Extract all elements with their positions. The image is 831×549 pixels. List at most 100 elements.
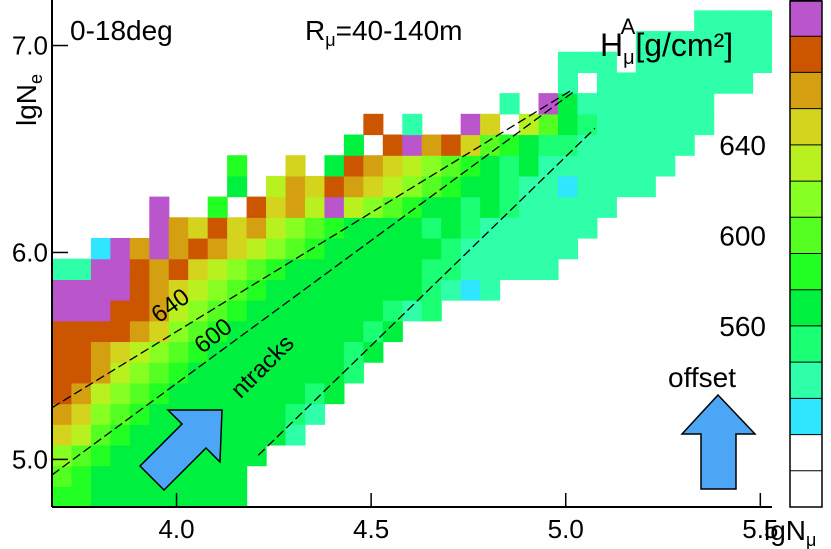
cell [246, 237, 267, 260]
cell [52, 341, 73, 363]
cell [499, 237, 520, 260]
cell [694, 10, 715, 32]
cell [207, 237, 228, 260]
y-axis-label-base: lgN [11, 84, 42, 126]
cell [227, 341, 248, 363]
cell [168, 237, 189, 260]
cell [285, 300, 306, 322]
cell [110, 382, 131, 405]
cell [227, 155, 248, 177]
cell [285, 237, 306, 260]
cell [52, 382, 73, 405]
cell [149, 486, 170, 507]
cell [168, 320, 189, 343]
cell [168, 217, 189, 239]
cell [285, 424, 306, 446]
cell [129, 341, 150, 363]
cell [246, 320, 267, 343]
cell [674, 31, 695, 53]
cell [655, 93, 676, 115]
cell [499, 134, 520, 156]
cell [266, 403, 287, 425]
cell [363, 155, 384, 177]
radius-label: Rμ=40-140m [305, 15, 462, 50]
colorbar-band [790, 362, 822, 399]
cell [129, 362, 150, 384]
cell [596, 155, 617, 177]
colorbar-label-unit: [g/cm²] [635, 27, 733, 63]
x-tick-label: 4.0 [158, 514, 194, 544]
cell [343, 341, 364, 363]
cell [402, 175, 423, 198]
cell [304, 217, 326, 239]
cell [285, 279, 306, 301]
offset-label: offset [668, 362, 736, 393]
cell [402, 113, 423, 136]
cell [635, 51, 656, 74]
cell [227, 403, 248, 425]
cell [694, 93, 715, 115]
cell [246, 258, 267, 280]
cell [227, 320, 248, 343]
cell [538, 258, 559, 280]
cell [110, 300, 131, 322]
cell [616, 134, 637, 156]
cell [149, 362, 170, 384]
angle-label: 0-18deg [70, 15, 173, 46]
cell [110, 237, 131, 260]
cell [499, 155, 520, 177]
cell [90, 341, 111, 363]
cell [266, 237, 287, 260]
cell [577, 155, 598, 177]
colorbar-band [790, 108, 822, 145]
cell [713, 10, 734, 32]
cell [90, 258, 111, 280]
cell [90, 424, 111, 446]
cell [149, 424, 170, 446]
cell [90, 237, 111, 260]
cell [129, 300, 150, 322]
cell [480, 279, 501, 301]
cell [246, 362, 267, 384]
cell [694, 113, 715, 136]
cell [285, 175, 306, 198]
cell [285, 320, 306, 343]
colorbar-band [790, 289, 822, 326]
cell [168, 258, 189, 280]
cell [557, 175, 579, 198]
radius-rest: =40-140m [336, 15, 463, 46]
cell [129, 424, 150, 446]
cell [110, 403, 131, 425]
y-axis-label: lgNe [11, 74, 46, 126]
cell [52, 258, 73, 280]
cell [227, 382, 248, 405]
cell [460, 196, 481, 218]
cell [421, 300, 442, 322]
cell [90, 362, 111, 384]
y-tick-label: 6.0 [12, 237, 48, 267]
cell [596, 72, 617, 94]
cell [52, 362, 73, 384]
cell [402, 237, 423, 260]
cell [441, 155, 462, 177]
y-tick-label: 7.0 [12, 31, 48, 61]
cell [324, 362, 345, 384]
cell [635, 31, 656, 53]
cell [188, 258, 209, 280]
cell [129, 258, 150, 280]
cell [519, 134, 540, 156]
cell [227, 258, 248, 280]
cell [266, 382, 287, 405]
cell [480, 258, 501, 280]
cell [246, 444, 267, 467]
colorbar-label-sub: μ [623, 47, 635, 69]
y-tick-label: 5.0 [12, 444, 48, 474]
arrow-ntracks [138, 409, 223, 492]
cell [616, 93, 637, 115]
cell [480, 155, 501, 177]
cell [577, 93, 598, 115]
x-tick-label: 5.0 [548, 514, 584, 544]
cell [343, 300, 364, 322]
cell [71, 403, 92, 425]
